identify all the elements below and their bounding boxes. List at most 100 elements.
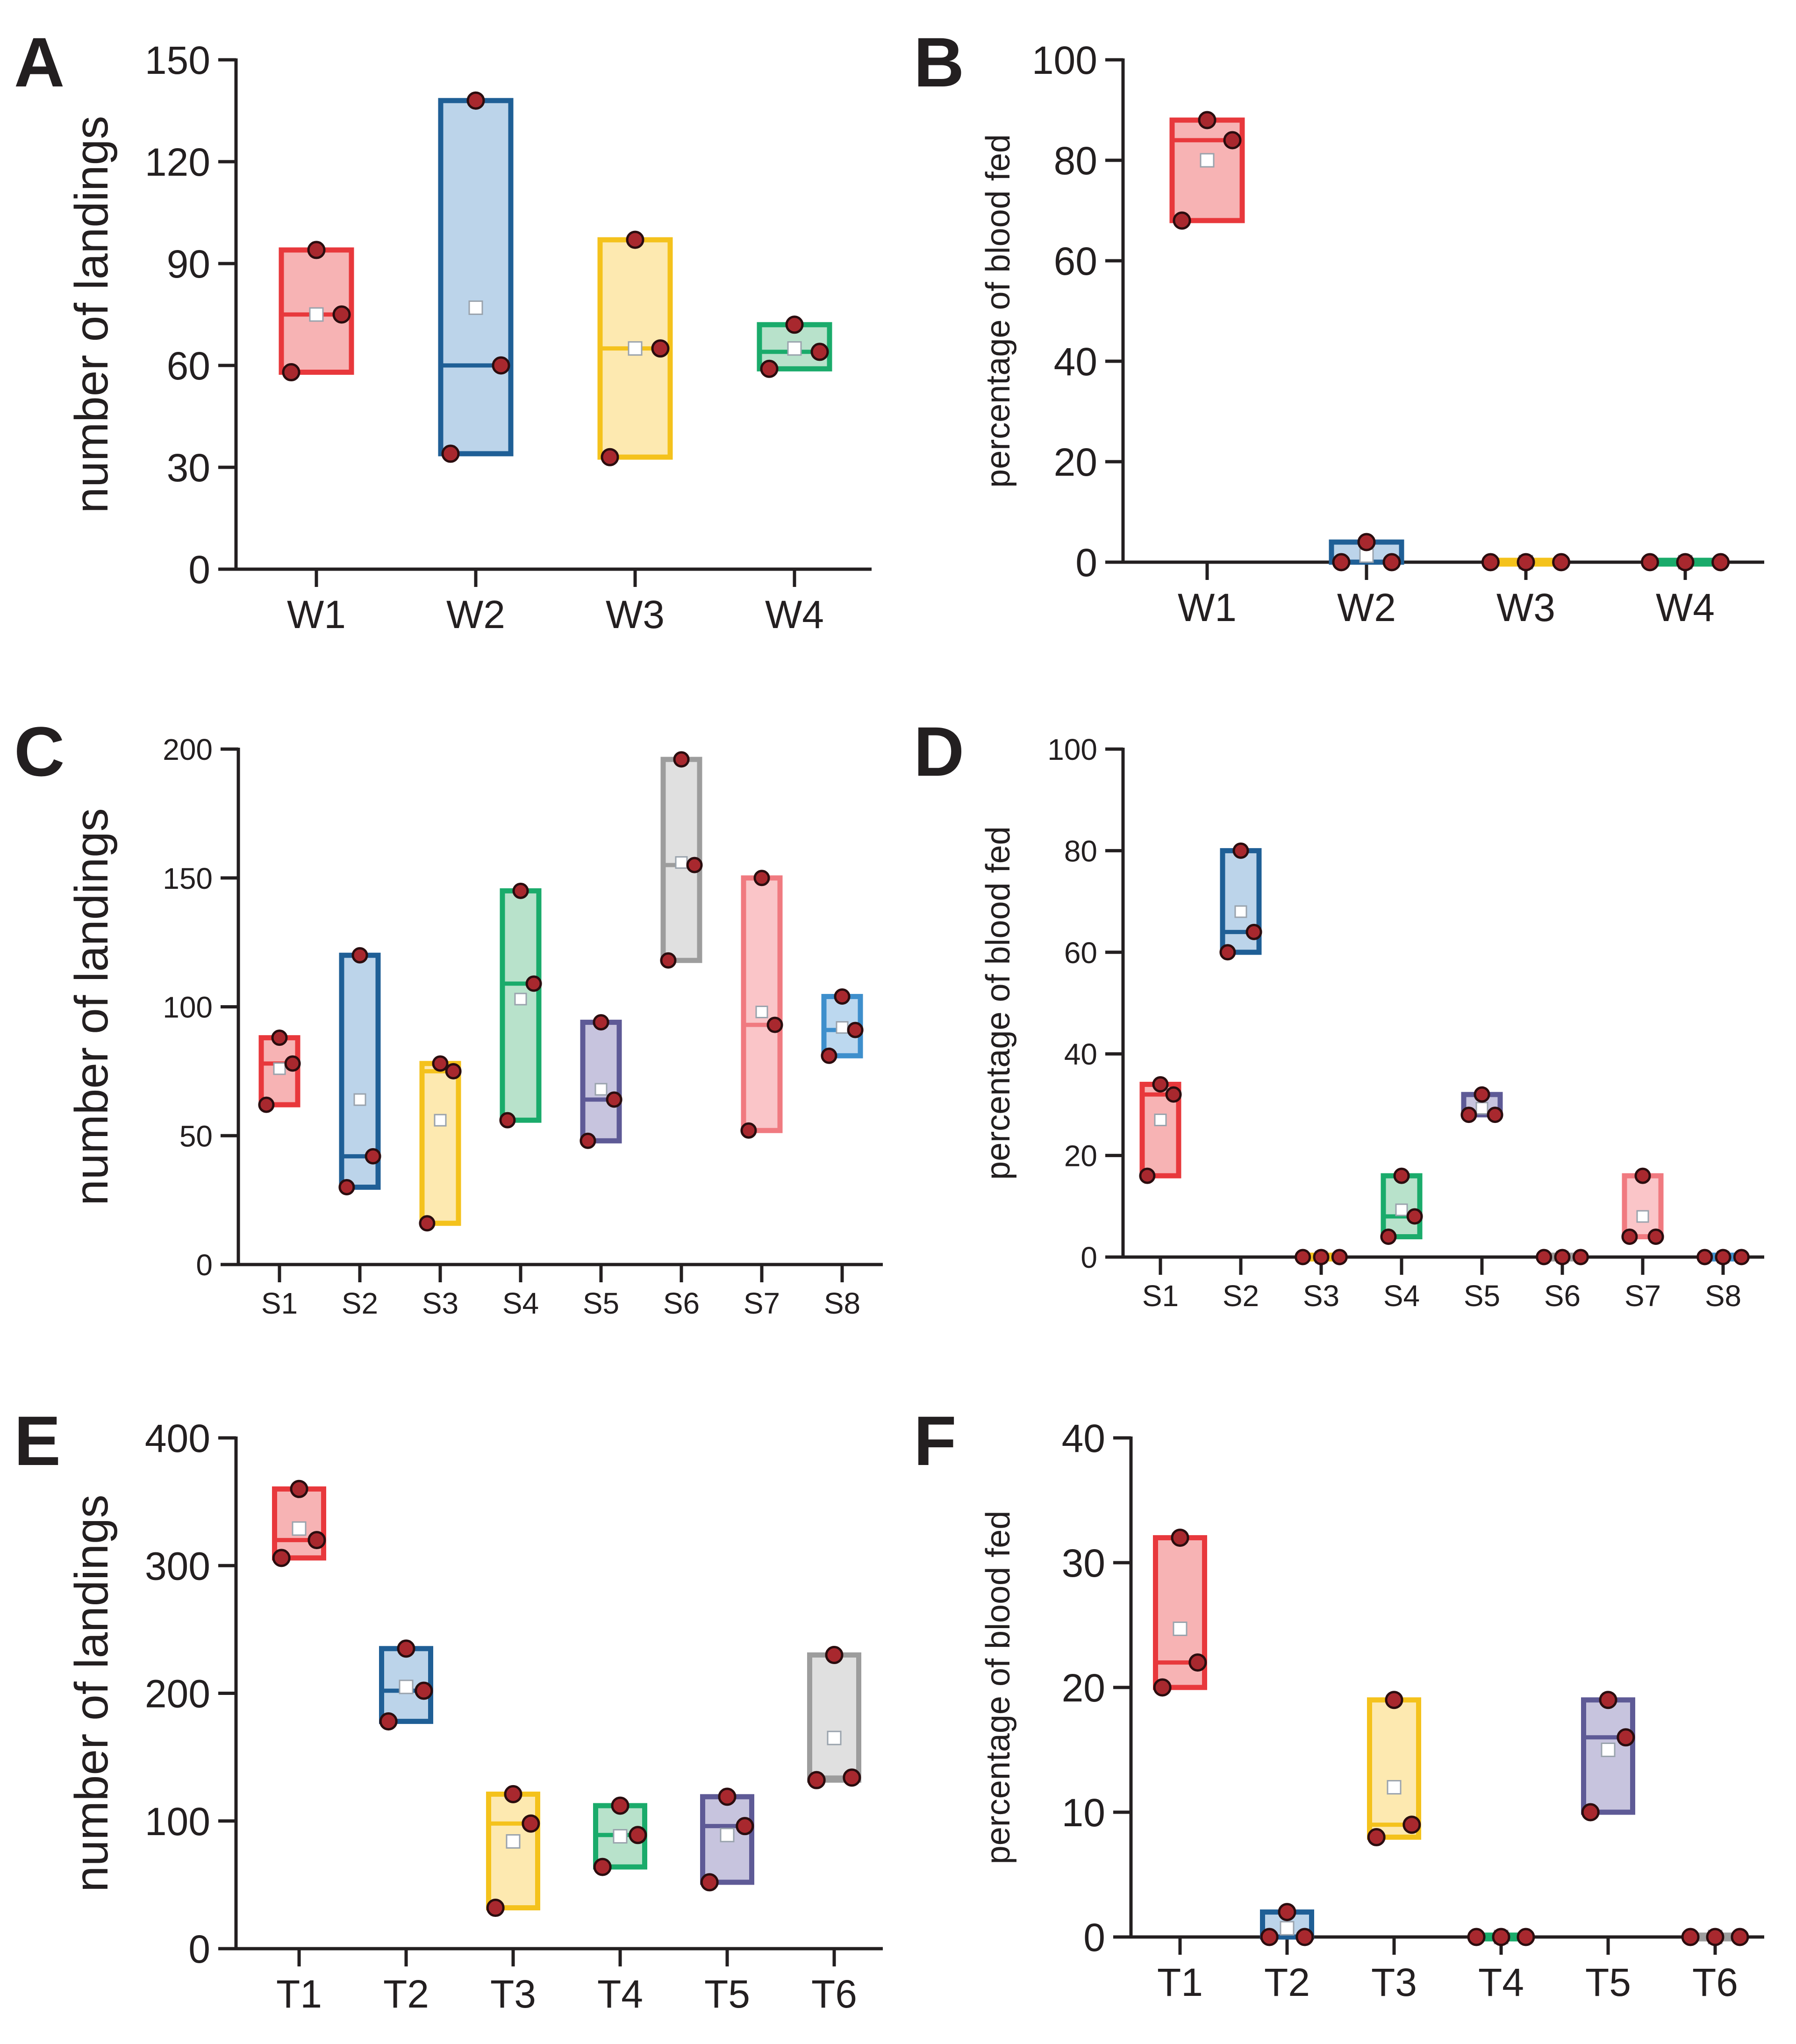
data-point [1647,1229,1664,1245]
data-point [1640,553,1659,572]
data-point [1188,1653,1207,1672]
data-point [1552,553,1571,572]
mean-marker [1601,1743,1616,1757]
data-point [1332,553,1351,572]
data-point [1139,1167,1156,1184]
data-point [1198,111,1216,129]
y-tick-label: 10 [1062,1791,1105,1835]
data-point [834,988,851,1005]
y-tick-label: 40 [1064,1037,1097,1071]
x-tick-label: W1 [287,593,346,636]
data-point [308,1531,326,1550]
data-point [1467,1928,1486,1946]
y-tick-label: 20 [1054,440,1097,484]
x-tick-label: S8 [824,1286,860,1320]
data-point [1487,1107,1503,1123]
y-tick-label: 300 [145,1544,210,1588]
box-s2: S2 [338,947,381,1320]
mean-marker [594,1083,608,1096]
data-point [522,1814,540,1833]
data-point [736,1817,754,1836]
box-s6: S6 [660,751,703,1320]
data-point [1581,1803,1600,1822]
mean-marker [399,1680,414,1694]
y-axis-title: percentage of blood fed [980,1511,1017,1865]
data-point [593,1858,612,1876]
data-point [1536,1249,1553,1265]
y-tick-label: 100 [1047,733,1097,766]
data-point [1245,923,1262,940]
mean-marker [1200,153,1215,168]
data-point [601,448,619,466]
box-range-rect [741,875,783,1133]
mean-marker [1387,1780,1402,1795]
data-point [1460,1107,1477,1123]
data-point [1733,1249,1750,1265]
data-point [504,1785,522,1803]
data-point [821,1047,837,1064]
data-point [1382,553,1401,572]
y-tick-label: 40 [1054,340,1097,384]
x-tick-label: T3 [490,1972,536,2016]
box-t5: T5 [700,1787,754,2016]
data-point [629,1826,647,1844]
data-point [1617,1728,1635,1747]
y-tick-label: 20 [1062,1666,1105,1710]
data-point [525,975,542,992]
mean-marker [292,1521,307,1536]
data-point [445,1063,462,1079]
data-point [271,1029,288,1046]
box-s4: S4 [499,882,542,1320]
x-tick-label: W4 [765,593,824,636]
data-point [1153,1678,1172,1697]
x-tick-label: W3 [606,593,665,636]
mean-marker [434,1114,447,1127]
data-point [1278,1903,1296,1922]
y-tick-label: 80 [1054,139,1097,183]
data-point [1621,1229,1638,1245]
box-range-rect [486,1791,540,1911]
box-t4: T4 [1467,1928,1535,2004]
x-tick-label: S4 [1383,1279,1420,1313]
x-tick-label: T5 [704,1972,750,2016]
y-tick-label: 100 [1032,38,1097,82]
box-s3: S3 [1295,1249,1348,1313]
data-point [718,1787,737,1806]
box-t1: T1 [1153,1529,1207,2004]
x-tick-label: T3 [1371,1960,1417,2004]
data-point [1152,1076,1169,1093]
data-point [284,1055,301,1072]
y-tick-label: 30 [167,446,210,490]
x-tick-label: S2 [342,1286,378,1320]
data-point [660,952,677,969]
data-point [1517,553,1535,572]
mean-marker [720,1828,735,1843]
data-point [1232,842,1249,859]
x-tick-label: S6 [1544,1279,1581,1313]
data-point [1634,1167,1651,1184]
x-tick-label: T6 [811,1972,857,2016]
panel-letter: C [14,712,64,791]
y-axis-title: number of landings [65,808,118,1206]
data-point [807,1771,826,1789]
y-tick-label: 60 [167,344,210,388]
y-tick-label: 80 [1064,834,1097,868]
data-point [1313,1249,1330,1265]
y-tick-label: 0 [1083,1915,1105,1959]
data-point [593,1014,609,1031]
x-tick-label: W4 [1656,586,1715,629]
data-point [1599,1691,1617,1709]
box-w3: W3 [597,230,673,636]
box-s2: S2 [1219,842,1262,1313]
panel-letter: D [914,712,964,791]
data-point [740,1122,757,1139]
y-axis-title: number of landings [65,1494,118,1892]
data-point [1696,1249,1713,1265]
data-point [626,230,644,249]
y-tick-label: 20 [1064,1139,1097,1173]
data-point [1331,1249,1348,1265]
mean-marker [675,856,688,869]
mean-marker [309,307,324,322]
